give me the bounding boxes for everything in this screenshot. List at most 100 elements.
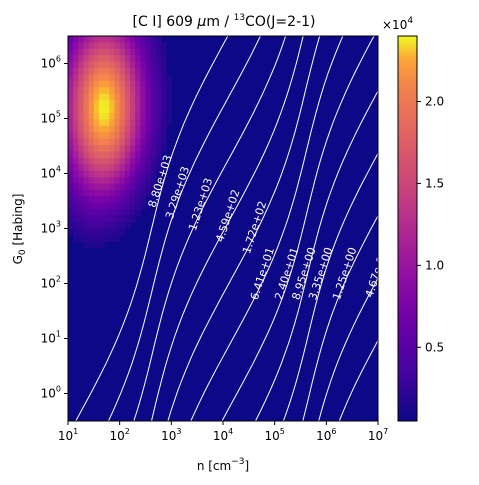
heatmap-cell [124, 132, 131, 140]
heatmap-cell [83, 164, 90, 172]
heatmap-cell [135, 125, 141, 133]
heatmap-cell [119, 145, 126, 153]
heatmap-cell [68, 228, 74, 236]
heatmap-cell [140, 36, 147, 44]
heatmap-cell [109, 36, 116, 44]
heatmap-cell [130, 145, 136, 153]
heatmap-cell [150, 113, 157, 121]
heatmap-cell [161, 55, 167, 63]
heatmap-cell [83, 36, 90, 44]
heatmap-cell [109, 228, 116, 236]
heatmap-cell [83, 74, 90, 82]
heatmap-cell [104, 113, 110, 121]
colorbar-tick-label: 1.5 [425, 176, 444, 190]
x-tick-label: 107 [368, 427, 388, 443]
heatmap-cell [155, 93, 162, 101]
heatmap-cell [99, 125, 105, 133]
heatmap-cell [99, 183, 105, 191]
heatmap-cell [88, 190, 95, 198]
contour-line [75, 36, 229, 421]
heatmap-cell [73, 202, 79, 210]
heatmap-cell [99, 55, 105, 63]
y-tick-label: 101 [41, 329, 61, 345]
heatmap-cell [124, 93, 131, 101]
heatmap-cell [119, 183, 126, 191]
heatmap-cell [88, 241, 95, 249]
heatmap-cell [155, 48, 162, 56]
heatmap-cell [109, 93, 116, 101]
heatmap-cell [99, 177, 105, 185]
heatmap-cell [124, 215, 131, 223]
heatmap-cell [114, 100, 121, 108]
heatmap-cell [109, 196, 116, 204]
heatmap-cell [150, 100, 157, 108]
heatmap-cell [88, 196, 95, 204]
heatmap-cell [68, 100, 74, 108]
heatmap-cell [104, 74, 110, 82]
heatmap-cell [88, 170, 95, 178]
heatmap-cell [104, 68, 110, 76]
heatmap-cell [68, 170, 74, 178]
heatmap-cell [161, 61, 167, 69]
heatmap-cell [161, 132, 167, 140]
heatmap-cell [68, 157, 74, 165]
heatmap-cell [68, 42, 74, 50]
heatmap-cell [68, 202, 74, 210]
heatmap-cell [93, 209, 100, 217]
heatmap-cell [93, 74, 100, 82]
heatmap-cell [109, 222, 116, 230]
heatmap-cell [78, 164, 85, 172]
heatmap-cell [114, 145, 121, 153]
heatmap-cell [161, 106, 167, 114]
heatmap-cell [140, 177, 147, 185]
heatmap-cell [145, 119, 152, 127]
heatmap-cell [93, 61, 100, 69]
y-tick-label: 104 [41, 164, 61, 180]
heatmap-cell [88, 209, 95, 217]
heatmap-cell [78, 119, 85, 127]
heatmap-cell [78, 42, 85, 50]
heatmap-cell [114, 228, 121, 236]
heatmap-cell [73, 61, 79, 69]
heatmap-cell [93, 190, 100, 198]
heatmap-cell [140, 68, 147, 76]
heatmap-cell [124, 119, 131, 127]
heatmap-cell [150, 164, 157, 172]
heatmap-cell [73, 234, 79, 242]
heatmap-cell [114, 87, 121, 95]
heatmap-cell [104, 209, 110, 217]
heatmap-cell [104, 215, 110, 223]
heatmap-cell [83, 222, 90, 230]
heatmap-cell [109, 119, 116, 127]
heatmap-cell [99, 170, 105, 178]
heatmap-cell [93, 177, 100, 185]
heatmap-cell [68, 48, 74, 56]
heatmap-cell [135, 87, 141, 95]
heatmap-cell [68, 68, 74, 76]
heatmap-cell [155, 145, 162, 153]
heatmap-cell [88, 157, 95, 165]
heatmap-cell [119, 215, 126, 223]
heatmap-cell [119, 80, 126, 88]
heatmap-cell [78, 183, 85, 191]
contour-line [151, 36, 304, 421]
heatmap-cell [145, 145, 152, 153]
heatmap-cell [88, 93, 95, 101]
heatmap-cell [83, 55, 90, 63]
heatmap-cell [68, 138, 74, 146]
heatmap-cell [150, 87, 157, 95]
heatmap-cell [68, 61, 74, 69]
heatmap-cell [114, 234, 121, 242]
heatmap-cell [161, 68, 167, 76]
heatmap-cell [119, 151, 126, 159]
heatmap-cell [130, 196, 136, 204]
heatmap-cell [135, 36, 141, 44]
heatmap-cell [109, 234, 116, 242]
heatmap-cell [73, 68, 79, 76]
heatmap-cell [124, 113, 131, 121]
heatmap-cell [78, 61, 85, 69]
heatmap-cell [93, 202, 100, 210]
heatmap-cell [99, 209, 105, 217]
heatmap-cell [140, 125, 147, 133]
heatmap-cell [73, 106, 79, 114]
